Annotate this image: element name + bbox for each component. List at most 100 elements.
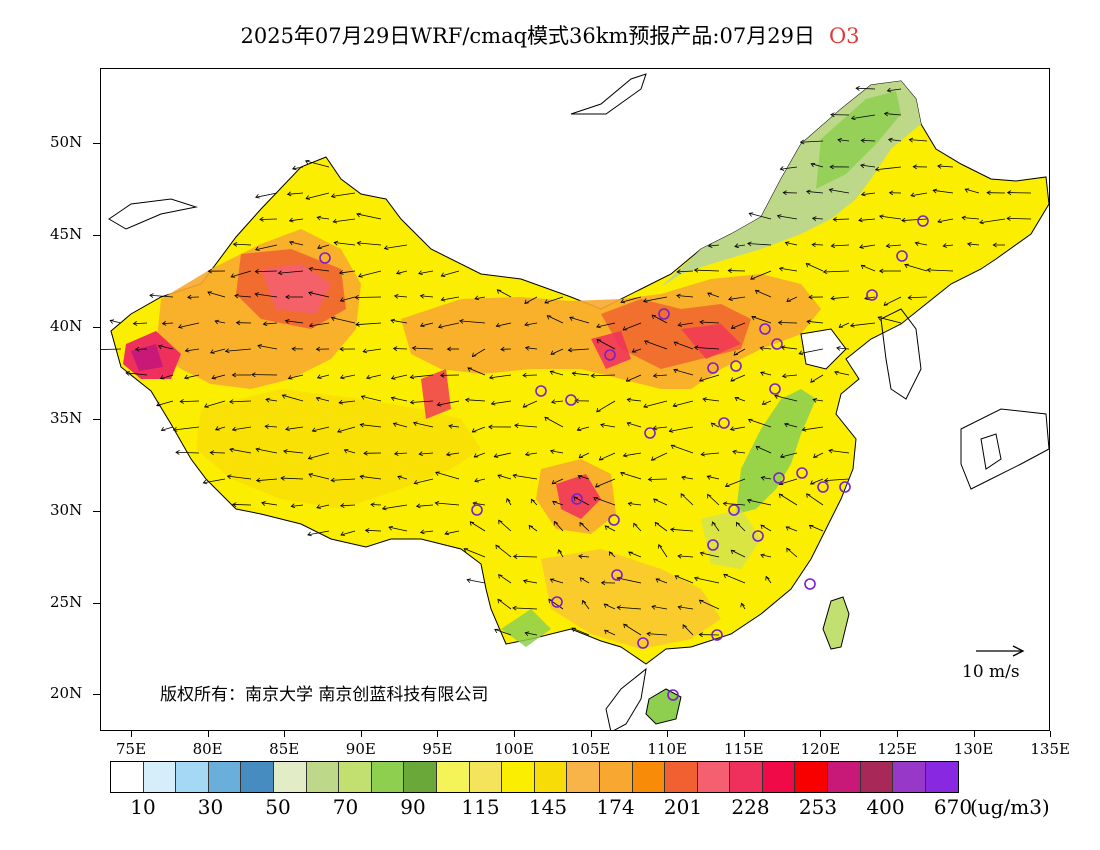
wind-vector [733,348,746,356]
legend-swatch [306,762,340,792]
wind-arrowhead [549,578,555,583]
wind-arrowhead [308,473,314,478]
wind-arrowhead [210,349,215,354]
wind-arrowhead [877,316,883,321]
wind-vector [596,339,616,350]
wind-arrowhead [828,188,834,193]
wind-arrowhead [459,318,464,324]
wind-vector [467,367,486,376]
wind-arrowhead [308,322,314,328]
wind-vector [558,549,564,558]
wind-vector [438,322,460,328]
wind-arrowhead [316,504,321,509]
wind-vector [617,606,642,610]
wind-vector [547,315,564,324]
wind-arrowhead [937,218,942,224]
wind-vector [394,295,408,298]
wind-vector [506,498,512,506]
wind-arrowhead [505,497,511,503]
wind-vector [360,424,382,428]
wind-vector [550,348,564,355]
wind-arrowhead [878,214,884,220]
wind-vector [361,395,382,402]
legend-label: 90 [400,795,426,819]
wind-vector [497,474,512,480]
wind-arrowhead [490,400,496,406]
wind-vector [756,445,772,454]
wind-arrowhead [522,579,528,584]
wind-vector [394,452,408,455]
wind-arrowhead [340,531,346,536]
wind-arrowhead [979,219,984,225]
lat-label: 30N [50,500,83,519]
wind-vector [278,270,304,274]
wind-arrowhead [650,456,656,461]
wind-vector [550,371,564,376]
wind-vector [655,578,668,584]
wind-vector [626,374,642,382]
wind-arrowhead [360,395,366,400]
wind-vector [413,422,434,428]
station-marker [667,689,679,701]
wind-vector [730,426,746,430]
wind-vector [552,501,564,506]
legend-label: 670 [933,795,973,819]
wind-vector [255,192,278,198]
wind-arrowhead [765,575,770,581]
wind-arrowhead [729,426,735,431]
wind-vector [943,244,954,247]
wind-vector [785,242,798,246]
wind-arrowhead [255,447,261,453]
wind-arrowhead [855,86,860,91]
wind-vector [524,322,538,326]
wind-vector [806,263,824,272]
wind-vector [572,372,590,376]
wind-arrowhead [860,163,865,169]
wind-arrowhead [448,424,453,429]
legend-swatch [371,762,405,792]
wind-arrowhead [548,598,553,604]
wind-vector [864,296,876,300]
wind-vector [340,296,356,302]
wind-vector [824,478,850,482]
wind-arrowhead [730,324,736,329]
wind-vector [1007,217,1032,220]
wind-arrowhead [184,347,190,353]
wind-vector [316,397,330,402]
wind-arrowhead [992,242,997,248]
wind-arrowhead [444,530,450,536]
wind-arrowhead [654,521,660,527]
wind-arrowhead [859,244,864,249]
wind-vector [628,502,642,506]
wind-vector [133,322,148,325]
wind-arrowhead [576,426,582,432]
wind-arrowhead [418,451,423,457]
legend-label: 253 [798,795,838,819]
wind-vector [859,244,876,248]
wind-arrowhead [676,293,681,299]
wind-arrowhead [883,111,889,117]
wind-arrowhead [134,346,140,352]
wind-vector [760,554,772,558]
wind-vector [834,371,850,376]
wind-arrowhead [522,403,528,408]
wind-vector [831,244,850,247]
wind-vector [289,241,304,246]
wind-vector [596,400,616,413]
wind-arrowhead [514,423,519,429]
wind-arrowhead [699,551,705,557]
wind-arrowhead [388,525,393,531]
wind-vector [658,544,668,558]
wind-arrowhead [356,212,361,218]
wind-arrowhead [409,374,415,380]
wind-arrowhead [808,524,814,530]
legend-swatch [143,762,177,792]
wind-vector [813,399,824,402]
wind-vector [751,316,772,324]
wind-arrowhead [646,631,651,637]
wind-vector [472,426,486,433]
legend-swatch [599,762,633,792]
wind-arrowhead [600,423,605,428]
wind-vector [699,321,720,324]
wind-arrowhead [530,498,536,504]
